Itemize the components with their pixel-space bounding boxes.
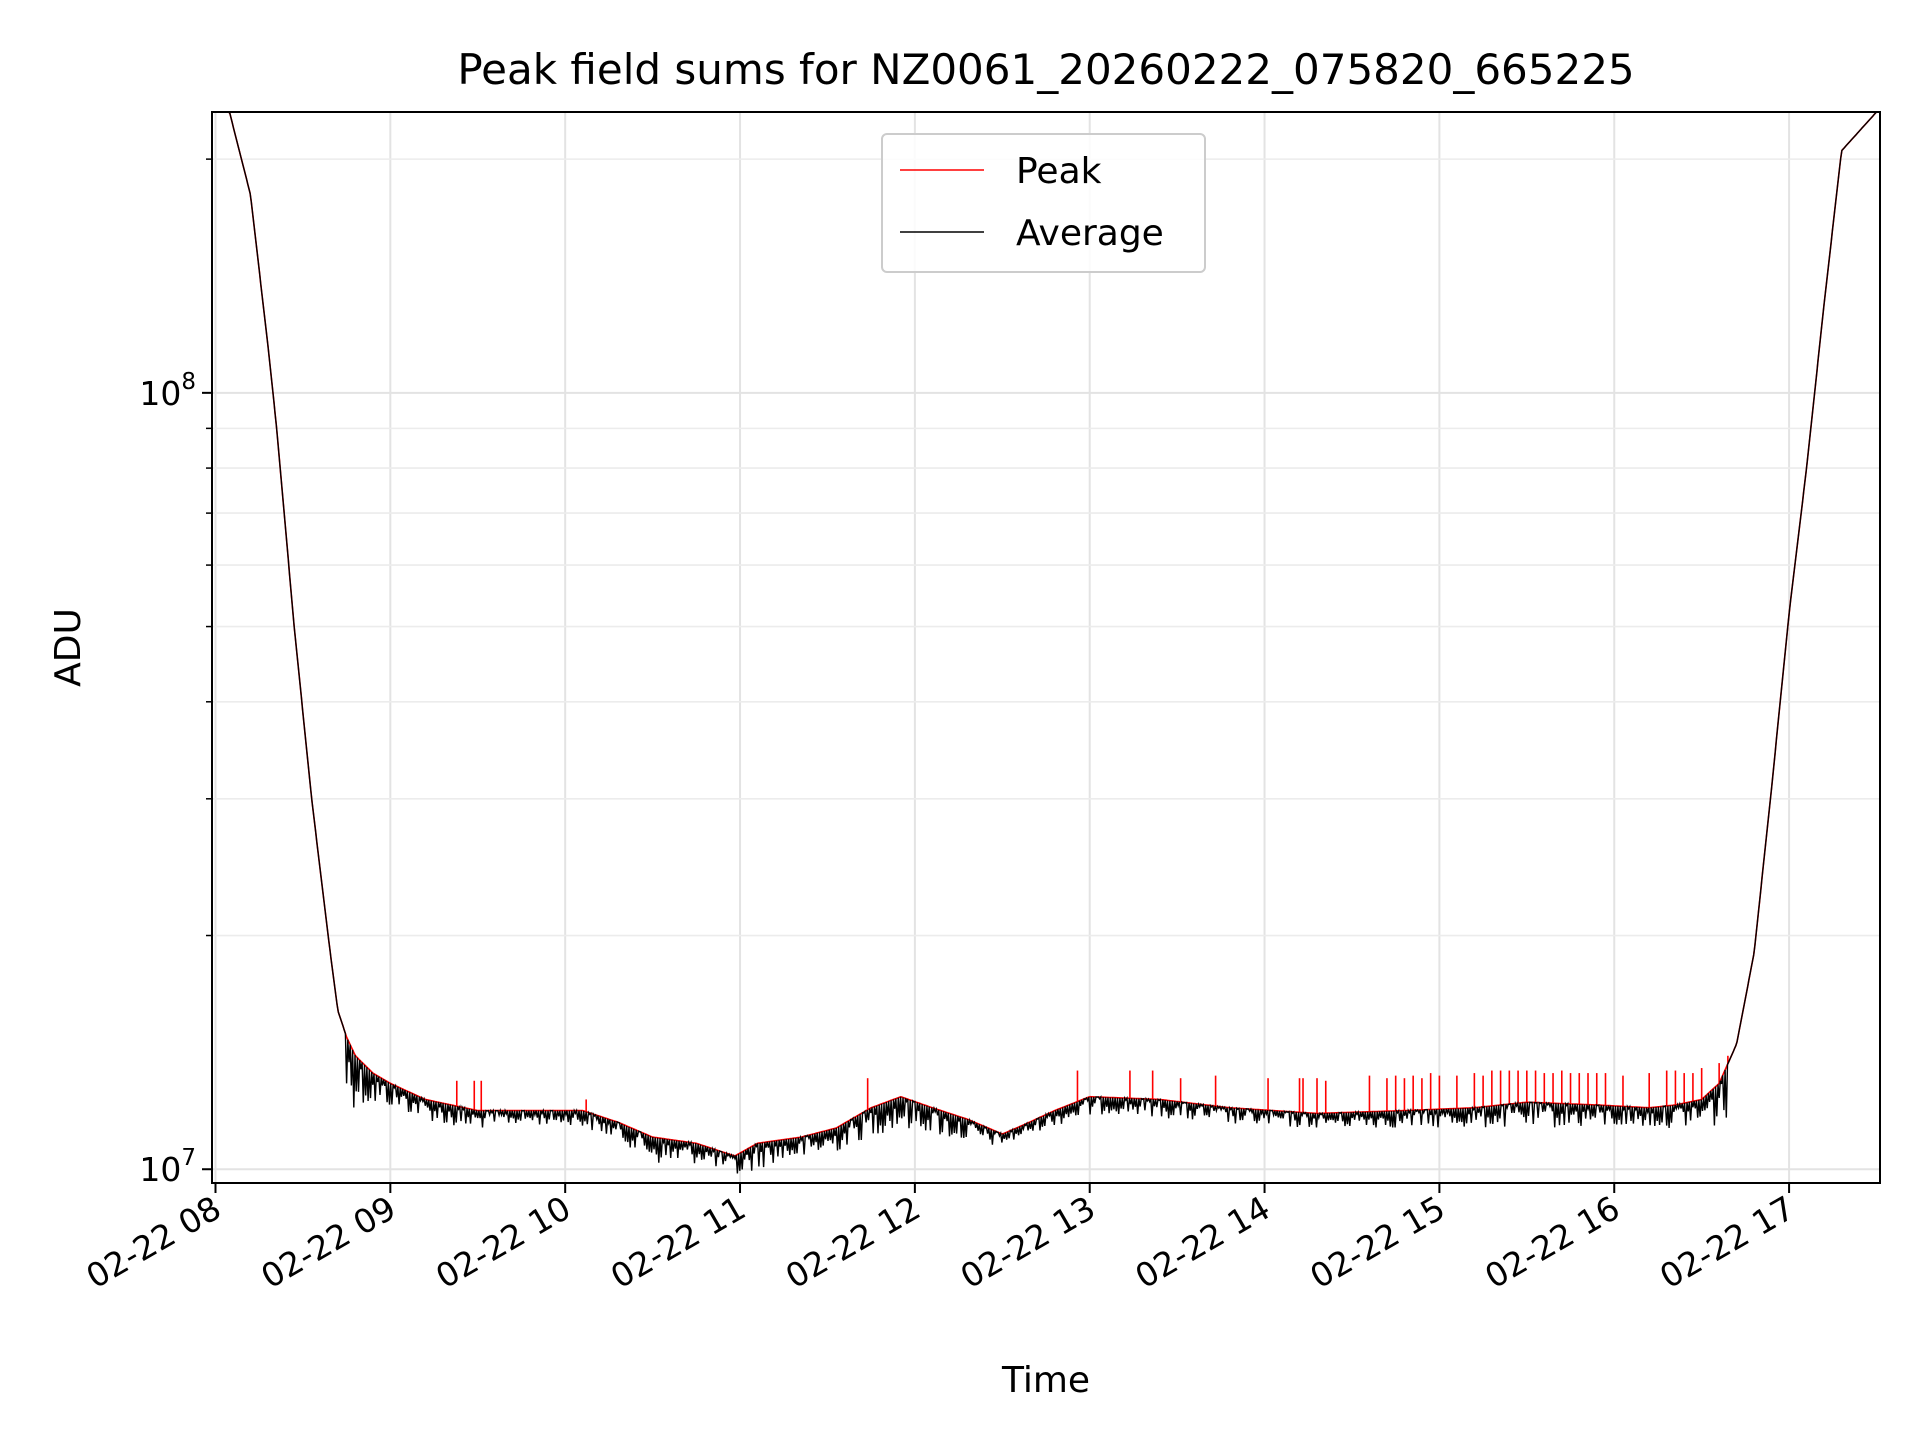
- series-line-average: [212, 112, 1880, 1174]
- y-tick-label-base: 10: [139, 1150, 181, 1189]
- legend-label-average: Average: [1016, 213, 1164, 254]
- legend-label-peak: Peak: [1016, 151, 1102, 192]
- series-lines: [212, 112, 1880, 1174]
- plot-frame: [211, 111, 1881, 1184]
- y-tick-label-exponent: 8: [181, 369, 196, 395]
- legend: Peak Average: [881, 133, 1206, 273]
- y-axis-label: ADU: [48, 608, 89, 687]
- y-tick-label: 107: [139, 1145, 196, 1189]
- y-tick-label-base: 10: [139, 374, 181, 413]
- chart-title: Peak field sums for NZ0061_20260222_0758…: [457, 45, 1634, 94]
- grid: [212, 112, 1880, 1183]
- legend-box: [881, 133, 1206, 273]
- y-tick-label-exponent: 7: [181, 1145, 196, 1171]
- x-axis-label: Time: [1001, 1360, 1090, 1401]
- y-tick-label: 108: [139, 369, 196, 413]
